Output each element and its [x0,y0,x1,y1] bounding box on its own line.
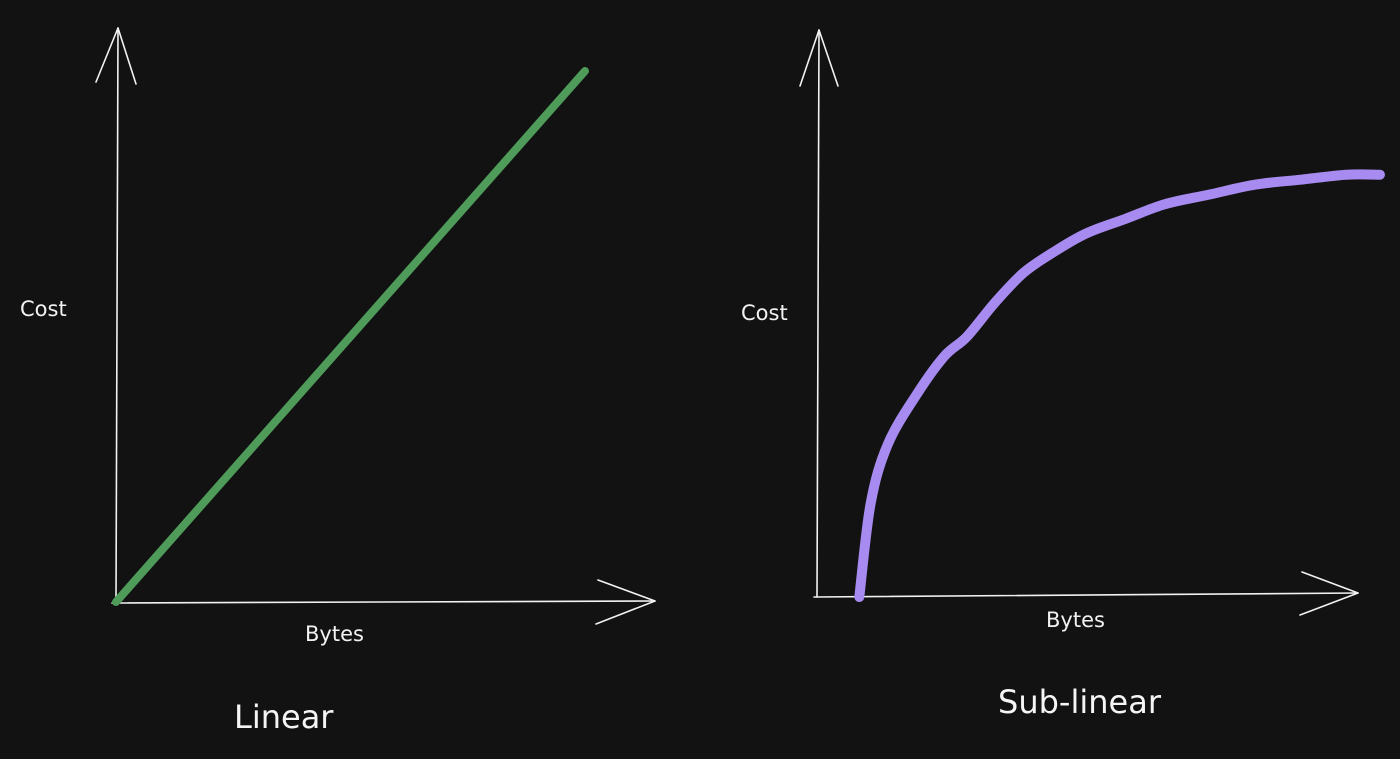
sublinear-x-axis-arrowhead [1299,571,1359,616]
linear-x-axis [111,600,656,604]
sublinear-chart: Cost Bytes Sub-linear [741,29,1385,721]
linear-chart: Cost Bytes Linear [20,27,656,736]
linear-x-axis-arrowhead [595,579,656,625]
linear-y-axis-arrowhead [95,27,137,85]
linear-series-group [112,67,589,606]
sublinear-y-axis-arrowhead [799,29,839,87]
sublinear-y-axis-label: Cost [741,301,788,325]
sublinear-x-axis-label: Bytes [1046,608,1105,632]
sublinear-chart-title: Sub-linear [998,683,1162,721]
sublinear-y-axis [816,29,820,598]
linear-y-axis-label: Cost [20,297,67,321]
linear-series-line [112,67,589,606]
sublinear-x-axis [813,592,1359,598]
linear-x-axis-label: Bytes [305,622,364,646]
linear-chart-title: Linear [234,698,334,736]
linear-y-axis [115,27,119,604]
sublinear-series-line [854,169,1385,602]
sublinear-series-group [854,169,1385,602]
